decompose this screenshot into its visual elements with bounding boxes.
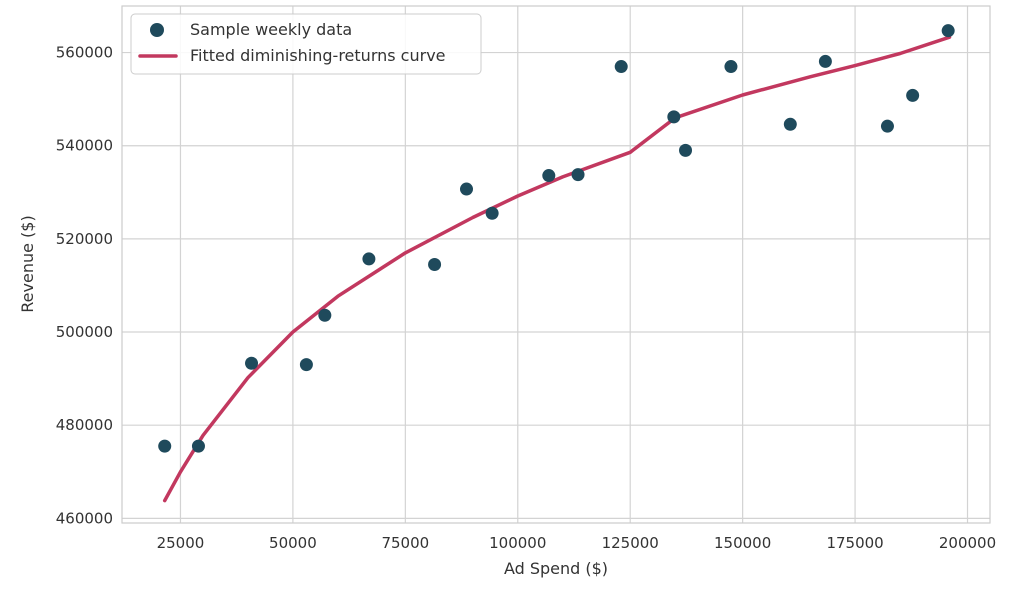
- y-tick-label: 500000: [56, 323, 113, 341]
- x-axis-label: Ad Spend ($): [504, 559, 608, 578]
- scatter-point: [906, 88, 920, 102]
- x-tick-labels: 25000 50000 75000 100000 125000 150000 175000 2…: [157, 534, 997, 552]
- scatter-points-layer: [158, 24, 955, 453]
- scatter-point: [679, 143, 693, 157]
- fitted-curve-layer: [162, 35, 952, 503]
- scatter-point: [158, 439, 172, 453]
- scatter-point: [941, 24, 955, 38]
- scatter-point: [485, 206, 499, 220]
- scatter-point: [724, 60, 738, 74]
- x-tick-label: 75000: [381, 534, 429, 552]
- scatter-point: [880, 119, 894, 133]
- scatter-point: [667, 110, 681, 124]
- y-tick-label: 480000: [56, 416, 113, 434]
- plot-frame: [121, 5, 991, 524]
- legend-line-label: Fitted diminishing-returns curve: [190, 46, 446, 65]
- x-tick-label: 25000: [157, 534, 205, 552]
- y-tick-label: 540000: [56, 137, 113, 155]
- legend-scatter-marker: [150, 23, 164, 37]
- scatter-point: [783, 117, 797, 131]
- y-tick-label: 460000: [56, 509, 113, 527]
- x-tick-label: 100000: [489, 534, 546, 552]
- scatter-point: [245, 356, 259, 370]
- y-axis-label: Revenue ($): [18, 215, 37, 312]
- y-tick-label: 520000: [56, 230, 113, 248]
- x-tick-label: 50000: [269, 534, 317, 552]
- legend-scatter-label: Sample weekly data: [190, 20, 352, 39]
- legend: Sample weekly data Fitted diminishing-re…: [130, 13, 482, 75]
- x-tick-label: 150000: [714, 534, 771, 552]
- scatter-point: [614, 60, 628, 74]
- y-tick-label: 560000: [56, 44, 113, 62]
- scatter-point: [460, 182, 474, 196]
- scatter-point: [542, 169, 556, 183]
- x-tick-label: 175000: [826, 534, 883, 552]
- fitted-curve-line: [162, 35, 952, 503]
- scatter-point: [318, 308, 332, 322]
- legend-box: [130, 13, 482, 75]
- x-tick-label: 125000: [602, 534, 659, 552]
- x-tick-label: 200000: [939, 534, 996, 552]
- scatter-point: [818, 54, 832, 68]
- scatter-point: [191, 439, 205, 453]
- scatter-point: [428, 258, 442, 271]
- scatter-point: [299, 358, 313, 372]
- y-tick-labels: 460000 480000 500000 520000 540000 560000: [56, 44, 113, 528]
- scatter-point: [571, 168, 585, 182]
- grid: [122, 6, 990, 523]
- scatter-point: [362, 252, 376, 266]
